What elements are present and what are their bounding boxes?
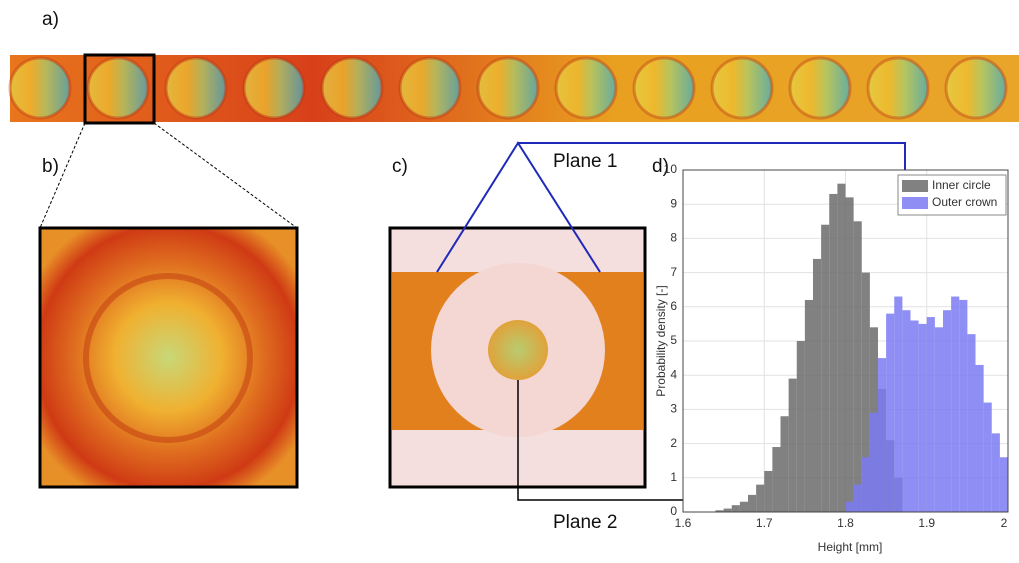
- sample-circle: [634, 58, 694, 118]
- histogram-bar: [984, 403, 992, 512]
- histogram-bar: [854, 221, 862, 512]
- legend-swatch: [902, 180, 928, 192]
- histogram-bar: [959, 300, 967, 512]
- histogram-bar: [935, 327, 943, 512]
- histogram-bar: [748, 495, 756, 512]
- panel-b-image: [40, 228, 297, 487]
- y-axis-label: Probability density [-]: [654, 285, 668, 396]
- histogram-bar: [781, 416, 789, 512]
- x-tick-label: 2: [1001, 516, 1008, 530]
- zoom-line: [154, 123, 297, 228]
- histogram-bar: [813, 259, 821, 512]
- y-tick-label: 5: [670, 333, 677, 347]
- sample-circle: [88, 58, 148, 118]
- histogram-bar: [967, 334, 975, 512]
- y-tick-label: 6: [670, 299, 677, 313]
- histogram-bar: [919, 324, 927, 512]
- sample-circle: [868, 58, 928, 118]
- figure: a) b) c) Plane 1 Plane 2 d) Height [mm] …: [0, 0, 1019, 558]
- histogram-bar: [927, 317, 935, 512]
- y-tick-label: 2: [670, 436, 677, 450]
- histogram-bar: [846, 502, 854, 512]
- sample-circle: [166, 58, 226, 118]
- x-axis-label: Height [mm]: [818, 540, 883, 554]
- histogram-bar: [740, 502, 748, 512]
- histogram-bar: [992, 433, 1000, 512]
- histogram-bar: [894, 297, 902, 512]
- y-tick-label: 8: [670, 231, 677, 245]
- histogram-bar: [976, 365, 984, 512]
- panel-label: a): [42, 9, 59, 30]
- histogram-bar: [821, 225, 829, 512]
- histogram-bar: [797, 341, 805, 512]
- legend-swatch: [902, 197, 928, 209]
- histogram-bar: [724, 509, 732, 512]
- histogram-bar: [951, 297, 959, 512]
- y-tick-label: 7: [670, 265, 677, 279]
- sample-circle: [712, 58, 772, 118]
- histogram-bar: [870, 413, 878, 512]
- sample-circle: [946, 58, 1006, 118]
- annotation: Plane 2: [553, 512, 617, 533]
- legend-label: Inner circle: [932, 178, 991, 192]
- histogram-bar: [837, 184, 845, 512]
- histogram-bar: [854, 485, 862, 512]
- histogram-bar: [911, 320, 919, 512]
- histogram-bar: [756, 485, 764, 512]
- annotation: Plane 1: [553, 151, 617, 172]
- histogram-bar: [943, 310, 951, 512]
- x-tick-label: 1.8: [837, 516, 854, 530]
- histogram-bar: [886, 314, 894, 512]
- sample-circle: [10, 58, 70, 118]
- sample-circle: [790, 58, 850, 118]
- y-tick-label: 1: [670, 470, 677, 484]
- panel-label: c): [392, 156, 408, 177]
- histogram-bar: [764, 471, 772, 512]
- histogram-bar: [862, 457, 870, 512]
- sample-circle: [322, 58, 382, 118]
- legend-label: Outer crown: [932, 195, 997, 209]
- histogram-bar: [805, 300, 813, 512]
- x-tick-label: 1.6: [675, 516, 692, 530]
- sample-circle: [478, 58, 538, 118]
- sample-circle: [556, 58, 616, 118]
- histogram-bar: [878, 358, 886, 512]
- inner-circle: [488, 320, 548, 380]
- histogram-bar: [789, 379, 797, 512]
- histogram-bar: [1000, 457, 1008, 512]
- x-tick-label: 1.9: [918, 516, 935, 530]
- y-tick-label: 3: [670, 402, 677, 416]
- y-tick-label: 9: [670, 196, 677, 210]
- sample-circle: [244, 58, 304, 118]
- y-tick-label: 10: [664, 162, 678, 176]
- panel-label: b): [42, 156, 59, 177]
- histogram-bar: [829, 194, 837, 512]
- y-tick-label: 4: [670, 367, 677, 381]
- x-tick-label: 1.7: [756, 516, 773, 530]
- histogram-bar: [732, 505, 740, 512]
- sample-circle: [400, 58, 460, 118]
- histogram-bar: [846, 197, 854, 512]
- histogram-bar: [902, 310, 910, 512]
- page: a) b) c) Plane 1 Plane 2 d) Height [mm] …: [0, 0, 1019, 558]
- histogram-bar: [772, 447, 780, 512]
